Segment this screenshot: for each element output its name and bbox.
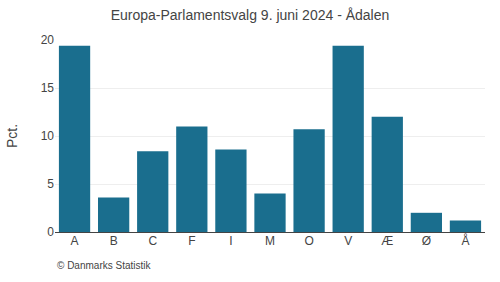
svg-text:20: 20	[41, 33, 55, 47]
svg-text:© Danmarks Statistik: © Danmarks Statistik	[57, 260, 152, 271]
svg-text:10: 10	[41, 129, 55, 143]
svg-text:A: A	[71, 234, 79, 248]
svg-text:Æ: Æ	[381, 234, 393, 248]
svg-text:V: V	[344, 234, 352, 248]
svg-text:M: M	[265, 234, 275, 248]
svg-text:O: O	[304, 234, 313, 248]
svg-text:F: F	[188, 234, 195, 248]
svg-text:C: C	[148, 234, 157, 248]
svg-text:I: I	[229, 234, 232, 248]
svg-text:B: B	[110, 234, 118, 248]
svg-text:0: 0	[47, 225, 54, 239]
svg-text:15: 15	[41, 81, 55, 95]
svg-text:Pct.: Pct.	[4, 124, 20, 148]
svg-text:5: 5	[47, 177, 54, 191]
svg-text:Å: Å	[461, 233, 469, 248]
svg-text:Europa-Parlamentsvalg 9. juni: Europa-Parlamentsvalg 9. juni 2024 - Åda…	[111, 7, 390, 23]
svg-text:Ø: Ø	[422, 234, 431, 248]
